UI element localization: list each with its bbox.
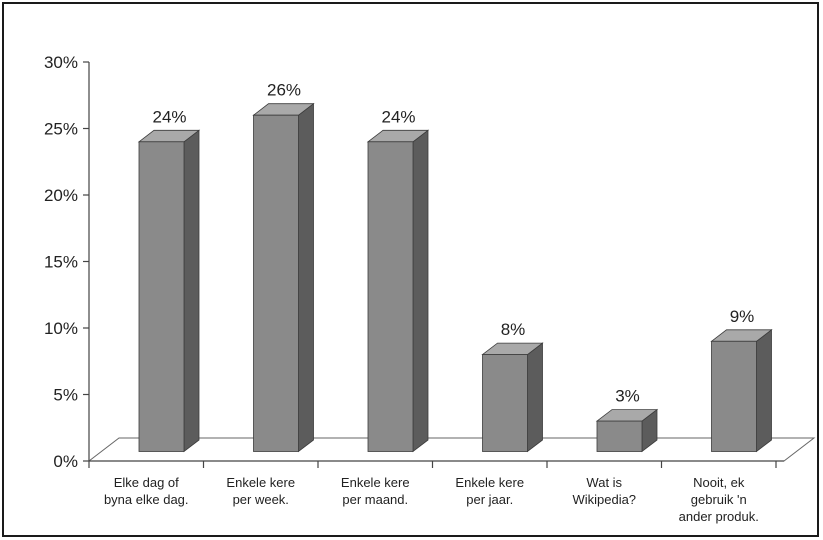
category-label-line: Enkele kere xyxy=(341,475,410,490)
bar-side xyxy=(527,342,543,453)
bar-side xyxy=(183,129,200,453)
category-label-line: per maand. xyxy=(342,492,408,507)
y-tick-label: 20% xyxy=(44,186,78,205)
bar-side xyxy=(298,102,314,453)
data-label: 26% xyxy=(267,81,301,100)
category-label-line: Nooit, ek xyxy=(693,475,745,490)
bar-chart: 0% 5% 10% 15% 20% 25% 30% 24% 26% 24% 8% 3% 9% Elke d… xyxy=(44,53,816,524)
category-label-line: Enkele kere xyxy=(455,475,524,490)
category-label-line: ander produk. xyxy=(679,509,759,524)
category-label-line: Wikipedia? xyxy=(572,492,636,507)
category-label: Elke dag of byna elke dag. xyxy=(104,475,189,507)
category-label: Enkele kere per jaar. xyxy=(455,475,524,507)
category-label: Enkele kere per week. xyxy=(226,475,295,507)
category-label-line: per week. xyxy=(233,492,289,507)
category-label-line: gebruik 'n xyxy=(691,492,747,507)
category-label: Nooit, ek gebruik 'n ander produk. xyxy=(679,475,759,524)
category-label: Enkele kere per maand. xyxy=(341,475,410,507)
category-label-line: Wat is xyxy=(586,475,622,490)
bar xyxy=(482,354,528,452)
data-label: 8% xyxy=(501,320,526,339)
category-label-line: byna elke dag. xyxy=(104,492,189,507)
bar-side xyxy=(412,129,429,453)
category-label-line: per jaar. xyxy=(466,492,513,507)
bar xyxy=(253,114,299,452)
y-tick-label: 10% xyxy=(44,319,78,338)
bar-side xyxy=(756,328,772,453)
data-label: 24% xyxy=(381,107,415,126)
bar xyxy=(367,141,414,452)
y-tick-label: 25% xyxy=(44,120,78,139)
category-label-line: Enkele kere xyxy=(226,475,295,490)
data-label: 24% xyxy=(152,107,186,126)
bar xyxy=(711,340,757,452)
bar xyxy=(596,420,643,452)
data-label: 9% xyxy=(730,307,755,326)
bar xyxy=(138,141,185,452)
y-tick-label: 15% xyxy=(44,253,78,272)
category-label: Wat is Wikipedia? xyxy=(572,475,636,507)
y-tick-label: 5% xyxy=(53,386,78,405)
y-tick-label: 0% xyxy=(53,452,78,471)
y-tick-label: 30% xyxy=(44,53,78,72)
category-label-line: Elke dag of xyxy=(114,475,179,490)
data-label: 3% xyxy=(615,387,640,406)
